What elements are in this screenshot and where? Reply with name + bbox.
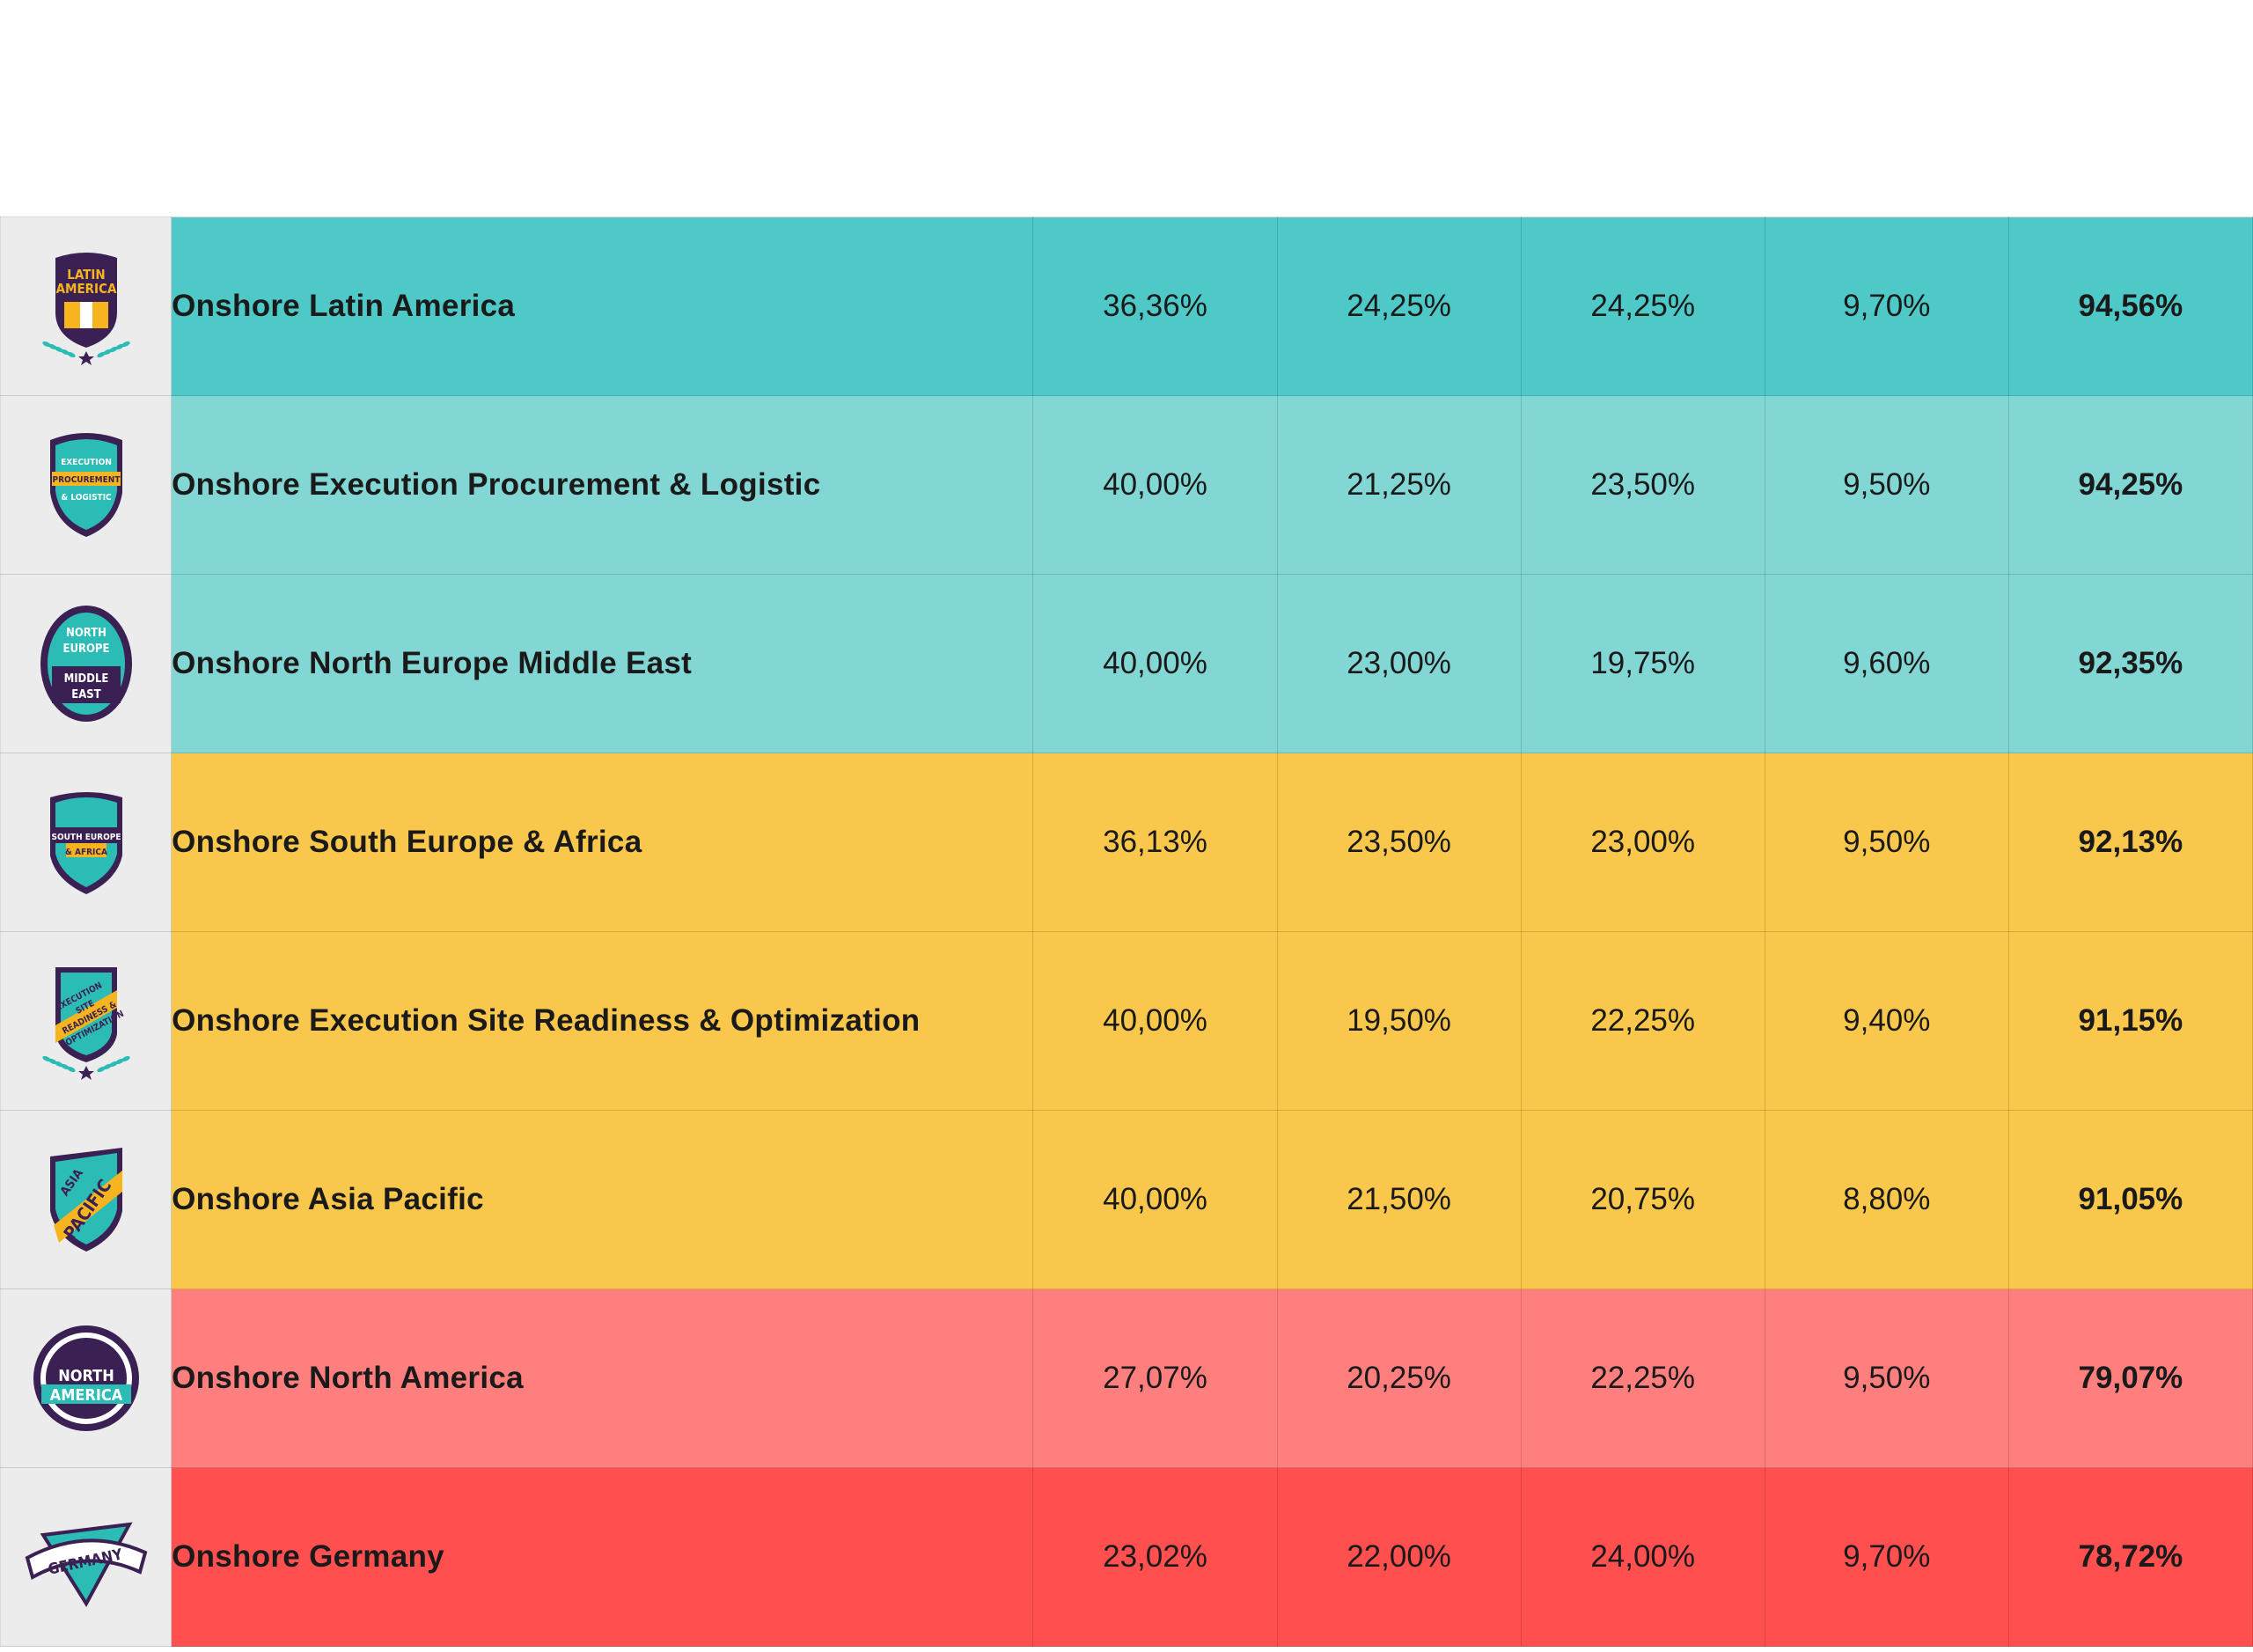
score-cell-2: 19,50% [1276,931,1522,1111]
score-cell-2: 21,50% [1276,1110,1522,1289]
score-cell-1: 36,36% [1032,217,1278,396]
score-cell-4: 9,60% [1764,574,2009,753]
column-header-1 [1032,53,1276,158]
score-cell-4: 9,50% [1764,395,2009,575]
badge-label: NORTH [66,627,106,640]
score-cell-3: 24,25% [1520,217,1765,396]
column-header-4 [1764,53,2007,158]
total-score: 78,72% [2007,1467,2253,1647]
score-cell-1: 40,00% [1032,1110,1278,1289]
badge-label: PROCUREMENT [52,475,121,485]
score-cell-4: 9,40% [1764,931,2009,1111]
score-cell-4: 9,50% [1764,1289,2009,1468]
badge-label: EAST [71,688,100,701]
ranking-table: LATIN AMERICA Onshore Latin America 36,36% 2… [0,217,2253,1647]
badge-cell: SOUTH EUROPE & AFRICA [0,753,172,932]
score-cell-3: 19,75% [1520,574,1765,753]
total-score: 91,05% [2007,1110,2253,1289]
table-row: LATIN AMERICA Onshore Latin America 36,36% 2… [0,217,2253,396]
score-cell-3: 20,75% [1520,1110,1765,1289]
score-cell-1: 40,00% [1032,931,1278,1111]
total-score: 79,07% [2007,1289,2253,1468]
column-header-total [2007,53,2253,158]
column-header-3 [1520,53,1764,158]
score-cell-2: 20,25% [1276,1289,1522,1468]
column-header-2 [1276,53,1520,158]
germany-badge-icon: GERMANY [25,1522,147,1607]
score-cell-4: 9,70% [1764,217,2009,396]
team-name: Onshore Germany [171,1467,1034,1647]
total-score: 92,13% [2007,753,2253,932]
score-cell-3: 24,00% [1520,1467,1765,1647]
badge-label: EUROPE [62,642,109,656]
team-name: Onshore Latin America [171,217,1034,396]
badge-cell: NORTH EUROPE MIDDLE EAST [0,574,172,753]
total-score: 92,35% [2007,574,2253,753]
score-cell-3: 23,50% [1520,395,1765,575]
execution-procurement-logistic-badge-icon: EXECUTION PROCUREMENT & LOGISTIC [49,433,122,537]
badge-cell: EXECUTION PROCUREMENT & LOGISTIC [0,395,172,575]
score-cell-2: 21,25% [1276,395,1522,575]
score-cell-2: 24,25% [1276,217,1522,396]
table-row: EXECUTION SITE READINESS & OPTIMIZATION Onsh… [0,931,2253,1111]
score-cell-3: 22,25% [1520,1289,1765,1468]
badge-label: & AFRICA [65,848,107,857]
badge-label: MIDDLE [63,672,108,686]
total-score: 91,15% [2007,931,2253,1111]
badge-label: EXECUTION [61,458,112,467]
badge-label: AMERICA [55,281,116,297]
score-cell-2: 23,50% [1276,753,1522,932]
score-cell-1: 23,02% [1032,1467,1278,1647]
table-row: ASIA PACIFIC Onshore Asia Pacific 40,00% 21,… [0,1110,2253,1289]
score-cell-2: 22,00% [1276,1467,1522,1647]
table-row: GERMANY Onshore Germany 23,02% 22,00% 24,00%… [0,1467,2253,1647]
south-europe-africa-badge-icon: SOUTH EUROPE & AFRICA [49,792,122,894]
badge-cell: EXECUTION SITE READINESS & OPTIMIZATION [0,931,172,1111]
table-row: NORTH AMERICA Onshore North America 27,07% 2… [0,1289,2253,1468]
team-name: Onshore Asia Pacific [171,1110,1034,1289]
north-europe-middle-east-badge-icon: NORTH EUROPE MIDDLE EAST [40,606,132,722]
score-cell-4: 9,70% [1764,1467,2009,1647]
badge-cell: GERMANY [0,1467,172,1647]
team-name: Onshore South Europe & Africa [171,753,1034,932]
total-score: 94,25% [2007,395,2253,575]
total-score: 94,56% [2007,217,2253,396]
score-cell-2: 23,00% [1276,574,1522,753]
badge-cell: ASIA PACIFIC [0,1110,172,1289]
badge-label: & LOGISTIC [61,493,112,503]
table-row: EXECUTION PROCUREMENT & LOGISTIC Onshore Ex… [0,395,2253,575]
badge-label: LATIN [67,267,105,283]
score-cell-3: 23,00% [1520,753,1765,932]
score-cell-4: 8,80% [1764,1110,2009,1289]
team-name: Onshore North America [171,1289,1034,1468]
badge-label: NORTH [58,1367,114,1385]
score-cell-1: 36,13% [1032,753,1278,932]
team-name: Onshore Execution Site Readiness & Optim… [171,931,1034,1111]
badge-cell: LATIN AMERICA [0,217,172,396]
table-row: SOUTH EUROPE & AFRICA Onshore South Europe… [0,753,2253,932]
team-name: Onshore North Europe Middle East [171,574,1034,753]
badge-label: AMERICA [49,1386,122,1405]
badge-cell: NORTH AMERICA [0,1289,172,1468]
score-cell-1: 40,00% [1032,395,1278,575]
score-cell-1: 40,00% [1032,574,1278,753]
score-cell-1: 27,07% [1032,1289,1278,1468]
table-row: NORTH EUROPE MIDDLE EAST Onshore North Europ… [0,574,2253,753]
table-header [0,0,2253,217]
score-cell-4: 9,50% [1764,753,2009,932]
score-cell-3: 22,25% [1520,931,1765,1111]
team-name: Onshore Execution Procurement & Logistic [171,395,1034,575]
badge-label: SOUTH EUROPE [51,833,121,842]
